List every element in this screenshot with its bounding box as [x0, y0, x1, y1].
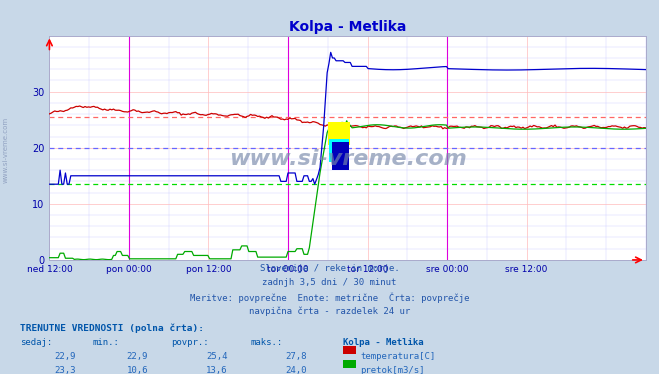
Text: Kolpa - Metlika: Kolpa - Metlika: [343, 338, 423, 347]
Text: min.:: min.:: [92, 338, 119, 347]
Text: 27,8: 27,8: [285, 352, 306, 361]
Text: Meritve: povprečne  Enote: metrične  Črta: povprečje: Meritve: povprečne Enote: metrične Črta:…: [190, 292, 469, 303]
Text: www.si-vreme.com: www.si-vreme.com: [2, 117, 9, 183]
Title: Kolpa - Metlika: Kolpa - Metlika: [289, 20, 407, 34]
Text: povpr.:: povpr.:: [171, 338, 209, 347]
Bar: [330, 140, 349, 162]
Text: 22,9: 22,9: [127, 352, 148, 361]
Text: maks.:: maks.:: [250, 338, 283, 347]
Text: pretok[m3/s]: pretok[m3/s]: [360, 366, 425, 374]
Text: 25,4: 25,4: [206, 352, 227, 361]
Bar: [331, 142, 349, 170]
Text: Slovenija / reke in morje.: Slovenija / reke in morje.: [260, 264, 399, 273]
Text: sedaj:: sedaj:: [20, 338, 52, 347]
Text: zadnjh 3,5 dni / 30 minut: zadnjh 3,5 dni / 30 minut: [262, 278, 397, 287]
Text: TRENUTNE VREDNOSTI (polna črta):: TRENUTNE VREDNOSTI (polna črta):: [20, 324, 204, 333]
Text: 22,9: 22,9: [54, 352, 76, 361]
Text: temperatura[C]: temperatura[C]: [360, 352, 436, 361]
Text: 24,0: 24,0: [285, 366, 306, 374]
Text: 23,3: 23,3: [54, 366, 76, 374]
Text: navpična črta - razdelek 24 ur: navpična črta - razdelek 24 ur: [249, 306, 410, 316]
Text: 13,6: 13,6: [206, 366, 227, 374]
Text: www.si-vreme.com: www.si-vreme.com: [229, 149, 467, 169]
Text: 10,6: 10,6: [127, 366, 148, 374]
Bar: [328, 123, 350, 145]
